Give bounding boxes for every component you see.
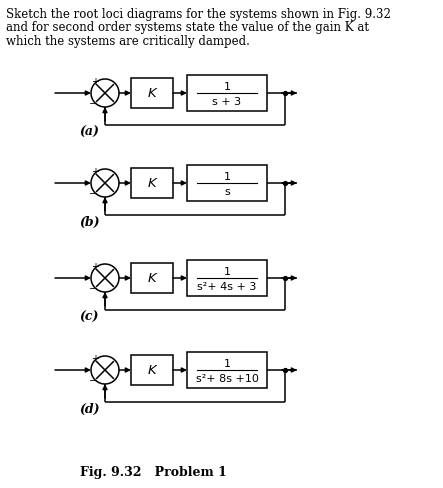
Text: which the systems are critically damped.: which the systems are critically damped. bbox=[6, 35, 250, 48]
Text: (b): (b) bbox=[79, 216, 99, 228]
Bar bbox=[187, 76, 267, 112]
Text: s²+ 8s +10: s²+ 8s +10 bbox=[195, 373, 258, 383]
Text: +: + bbox=[91, 77, 99, 87]
Bar bbox=[187, 165, 267, 202]
Bar bbox=[131, 79, 173, 109]
Bar bbox=[187, 261, 267, 296]
Text: (a): (a) bbox=[79, 126, 99, 139]
Bar bbox=[131, 264, 173, 293]
Text: (d): (d) bbox=[79, 402, 99, 415]
Text: Fig. 9.32   Problem 1: Fig. 9.32 Problem 1 bbox=[80, 465, 227, 478]
Text: K: K bbox=[148, 177, 156, 190]
Text: s²+ 4s + 3: s²+ 4s + 3 bbox=[197, 282, 256, 291]
Text: 1: 1 bbox=[224, 358, 230, 368]
Text: s + 3: s + 3 bbox=[213, 97, 241, 107]
Text: s: s bbox=[224, 186, 230, 197]
Text: −: − bbox=[89, 283, 97, 293]
Text: +: + bbox=[91, 262, 99, 271]
Text: K: K bbox=[148, 272, 156, 285]
Bar bbox=[187, 352, 267, 388]
Text: 1: 1 bbox=[224, 266, 230, 276]
Text: 1: 1 bbox=[224, 171, 230, 182]
Text: Sketch the root loci diagrams for the systems shown in Fig. 9.32: Sketch the root loci diagrams for the sy… bbox=[6, 8, 391, 21]
Text: and for second order systems state the value of the gain K at: and for second order systems state the v… bbox=[6, 21, 369, 35]
Bar bbox=[131, 169, 173, 199]
Text: −: − bbox=[89, 375, 97, 385]
Text: K: K bbox=[148, 364, 156, 377]
Text: 1: 1 bbox=[224, 81, 230, 92]
Text: −: − bbox=[89, 188, 97, 199]
Text: +: + bbox=[91, 353, 99, 364]
Text: (c): (c) bbox=[79, 310, 99, 324]
Text: K: K bbox=[148, 87, 156, 101]
Text: +: + bbox=[91, 167, 99, 177]
Bar bbox=[131, 355, 173, 385]
Text: −: − bbox=[89, 99, 97, 108]
